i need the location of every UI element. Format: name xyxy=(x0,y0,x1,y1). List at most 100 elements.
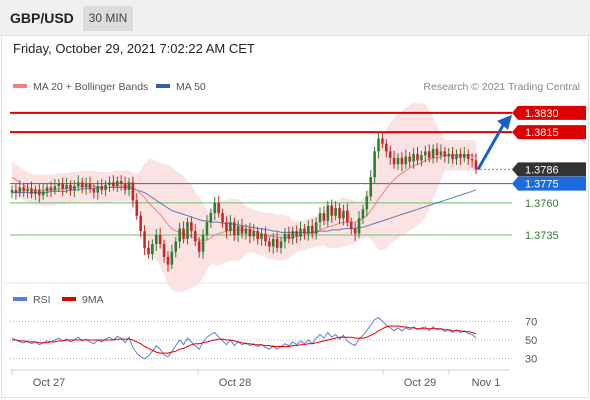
candle-body xyxy=(158,235,162,244)
x-axis: Oct 27 Oct 28 Oct 29 Nov 1 xyxy=(11,370,500,389)
candle xyxy=(34,185,37,200)
candle-body xyxy=(30,188,33,194)
candle xyxy=(455,149,458,165)
candle-body xyxy=(154,235,158,244)
candle-body xyxy=(143,231,146,248)
candle xyxy=(427,144,431,163)
candle-body xyxy=(385,143,388,152)
ma20-legend-label: MA 20 + Bollinger Bands xyxy=(33,81,148,93)
candle xyxy=(244,224,248,240)
candle-body xyxy=(41,191,45,196)
candle-body xyxy=(435,148,439,156)
datetime-label: Friday, October 29, 2021 7:02:22 AM CET xyxy=(13,41,255,56)
candle xyxy=(474,153,478,174)
candle xyxy=(154,229,158,252)
candle-body xyxy=(447,154,451,157)
candle-body xyxy=(108,182,111,185)
candle-body xyxy=(84,183,88,188)
rsi-legend: RSI 9MA xyxy=(13,294,104,306)
candle xyxy=(275,231,279,253)
resistance-label: 1.3830 xyxy=(512,105,586,120)
candle-body xyxy=(279,241,283,248)
candle-body xyxy=(291,231,295,239)
candle xyxy=(451,146,454,164)
candle xyxy=(30,181,33,199)
candle xyxy=(49,181,53,198)
candle xyxy=(135,193,139,221)
x-tick-label: Oct 27 xyxy=(33,377,65,389)
candle-body xyxy=(170,251,174,265)
candle-body xyxy=(330,205,334,216)
candle xyxy=(307,220,310,241)
candle-body xyxy=(388,151,392,158)
rsi-chart: 70 50 30 xyxy=(10,316,537,366)
candle-body xyxy=(275,238,279,248)
candle xyxy=(197,236,201,258)
candle xyxy=(178,222,181,249)
candle-body xyxy=(310,226,314,234)
candle xyxy=(65,177,68,194)
candle-body xyxy=(283,233,287,242)
candle xyxy=(377,132,380,159)
candle-body xyxy=(69,184,72,190)
candle-body xyxy=(353,228,357,234)
candle-body xyxy=(287,233,291,239)
candle xyxy=(84,177,88,195)
candle xyxy=(459,148,462,165)
candle xyxy=(388,145,392,165)
rsi-tick-label: 70 xyxy=(525,316,537,328)
candle xyxy=(256,226,259,245)
candle xyxy=(108,176,111,192)
candle-body xyxy=(459,154,462,158)
candle xyxy=(186,217,189,245)
candle xyxy=(217,195,220,218)
candle xyxy=(92,184,96,199)
candle-body xyxy=(268,241,271,247)
candle xyxy=(334,200,337,221)
credit-label: Research © 2021 Trading Central xyxy=(423,81,580,93)
candle-body xyxy=(100,186,103,190)
candle-body xyxy=(322,213,326,221)
candle-body xyxy=(373,151,376,178)
candle-body xyxy=(178,228,181,242)
candle-body xyxy=(57,183,61,187)
pivot-value: 1.3775 xyxy=(525,179,559,191)
candle-body xyxy=(470,159,474,161)
candle xyxy=(119,175,123,191)
candle-body xyxy=(190,222,193,232)
candle xyxy=(271,233,275,254)
candle xyxy=(205,215,209,240)
chart-frame xyxy=(1,36,589,398)
candle-body xyxy=(88,183,92,189)
candle-body xyxy=(396,157,400,165)
candle xyxy=(396,153,400,171)
candle-body xyxy=(427,151,431,158)
candle-body xyxy=(151,244,154,255)
timeframe-badge[interactable]: 30 MIN xyxy=(83,6,133,31)
candle-body xyxy=(186,222,189,239)
candle-body xyxy=(217,202,220,214)
candle xyxy=(349,217,353,235)
ma9-line xyxy=(12,325,477,354)
candle-body xyxy=(123,183,127,190)
candle xyxy=(213,197,217,221)
candle xyxy=(57,179,61,192)
candle xyxy=(361,204,365,225)
candle xyxy=(225,216,228,239)
candle-body xyxy=(455,154,458,160)
resistance-value: 1.3815 xyxy=(525,127,559,139)
candlesticks xyxy=(10,131,478,272)
candle xyxy=(41,184,45,200)
rsi-tick-label: 30 xyxy=(525,354,537,366)
candle xyxy=(170,244,174,270)
candle-body xyxy=(193,231,197,242)
candle xyxy=(201,229,205,259)
candle xyxy=(268,236,271,253)
candle xyxy=(385,139,388,158)
rsi-legend-label: RSI xyxy=(33,294,51,306)
candle xyxy=(470,153,474,168)
candle xyxy=(431,144,435,164)
candle xyxy=(295,225,298,244)
candle xyxy=(143,225,146,255)
support-label: 1.3735 xyxy=(525,230,559,242)
